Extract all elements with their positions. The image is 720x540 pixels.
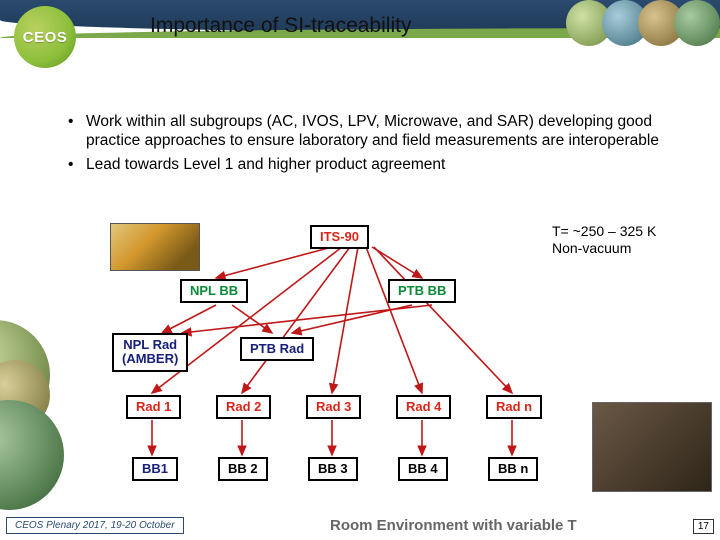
header-globes xyxy=(576,0,720,46)
globe-icon xyxy=(0,400,64,510)
bb-box: BB 2 xyxy=(218,457,268,481)
bullet-item: Work within all subgroups (AC, IVOS, LPV… xyxy=(68,112,672,151)
npl-bb-box: NPL BB xyxy=(180,279,248,303)
rad-box: Rad 2 xyxy=(216,395,271,419)
ptb-bb-box: PTB BB xyxy=(388,279,456,303)
page-number: 17 xyxy=(693,519,714,534)
slide-header: CEOS Importance of SI-traceability xyxy=(0,0,720,68)
bb-box: BB 4 xyxy=(398,457,448,481)
rad-box: Rad n xyxy=(486,395,542,419)
logo-text: CEOS xyxy=(23,29,68,46)
rad-box: Rad 1 xyxy=(126,395,181,419)
content-area: Work within all subgroups (AC, IVOS, LPV… xyxy=(0,112,720,178)
bullet-item: Lead towards Level 1 and higher product … xyxy=(68,155,672,174)
bb-box: BB 3 xyxy=(308,457,358,481)
bb-box: BB n xyxy=(488,457,538,481)
npl-rad-box: NPL Rad (AMBER) xyxy=(112,333,188,372)
bullet-list: Work within all subgroups (AC, IVOS, LPV… xyxy=(68,112,672,174)
its90-box: ITS-90 xyxy=(310,225,369,249)
bb-box: BB1 xyxy=(132,457,178,481)
ptb-rad-box: PTB Rad xyxy=(240,337,314,361)
ceos-logo: CEOS xyxy=(14,6,76,68)
rad-box: Rad 4 xyxy=(396,395,451,419)
footer-event: CEOS Plenary 2017, 19-20 October xyxy=(6,517,184,534)
traceability-diagram: ITS-90 T= ~250 – 325 K Non-vacuum NPL BB… xyxy=(92,225,692,500)
rad-box: Rad 3 xyxy=(306,395,361,419)
environment-label: Room Environment with variable T xyxy=(330,517,577,534)
temp-range-text: T= ~250 – 325 K Non-vacuum xyxy=(552,223,656,257)
slide-title: Importance of SI-traceability xyxy=(150,14,411,38)
slide: CEOS Importance of SI-traceability Work … xyxy=(0,0,720,540)
globe-icon xyxy=(674,0,720,46)
lab-photo xyxy=(592,402,712,492)
